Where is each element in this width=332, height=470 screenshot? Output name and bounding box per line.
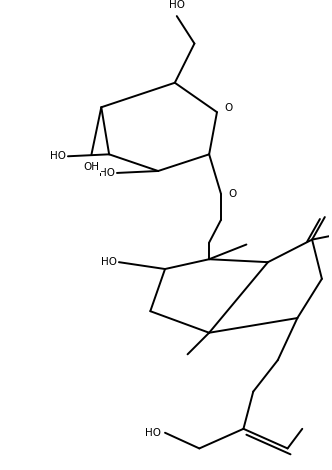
Text: HO: HO bbox=[101, 257, 117, 267]
Text: O: O bbox=[229, 188, 237, 198]
Text: OH: OH bbox=[83, 162, 100, 172]
Text: O: O bbox=[225, 103, 233, 113]
Text: HO: HO bbox=[145, 428, 161, 438]
Text: HO: HO bbox=[50, 151, 66, 161]
Text: HO: HO bbox=[169, 0, 185, 10]
Text: HO: HO bbox=[99, 168, 115, 178]
